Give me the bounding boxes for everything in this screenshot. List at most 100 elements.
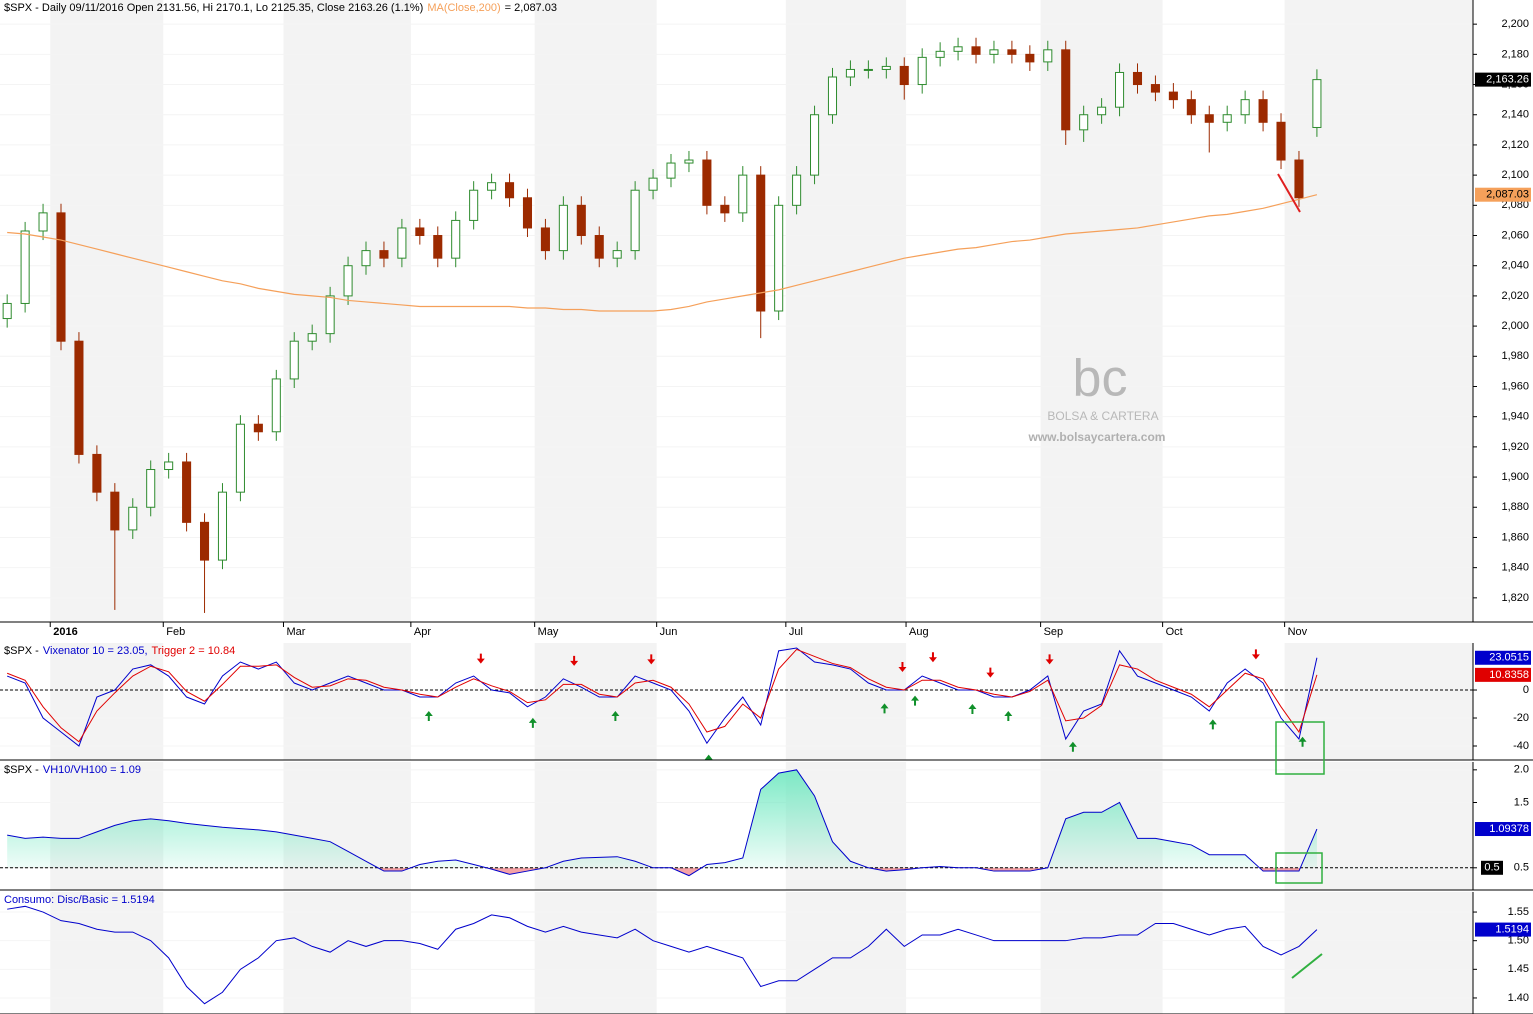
candle-body xyxy=(199,521,210,561)
title-part: Consumo: Disc/Basic = 1.5194 xyxy=(4,894,155,906)
candle-body xyxy=(612,250,622,259)
candle-body xyxy=(217,491,228,561)
month-band xyxy=(50,892,164,1014)
x-tick-label: 2016 xyxy=(53,626,77,638)
watermark-url: www.bolsaycartera.com xyxy=(1028,430,1166,444)
month-band xyxy=(283,643,411,760)
candle-body xyxy=(1043,49,1053,63)
annotation-line xyxy=(1277,173,1301,213)
candle-body xyxy=(2,302,12,320)
candle-body xyxy=(1204,114,1214,123)
panel-title: Consumo: Disc/Basic = 1.5194 xyxy=(4,894,155,906)
buy-signal xyxy=(1068,741,1077,752)
y-tick-label: 1,940 xyxy=(1501,411,1529,423)
candle-body xyxy=(648,177,658,191)
panel-title: $SPX - VH10/VH100 = 1.09 xyxy=(4,764,141,776)
buy-signal xyxy=(1298,736,1307,747)
x-tick-label: Sep xyxy=(1044,626,1064,638)
y-tick-label: 1,900 xyxy=(1501,471,1529,483)
candle-body xyxy=(1007,49,1017,55)
sell-signal xyxy=(986,667,995,678)
y-tick-label: 0 xyxy=(1523,684,1529,696)
month-band xyxy=(283,0,411,622)
month-band xyxy=(534,643,657,760)
candle-body xyxy=(415,227,425,237)
title-part: $SPX - xyxy=(4,645,39,657)
value-tag xyxy=(1475,922,1531,937)
candle-body xyxy=(1258,99,1268,123)
y-tick-label: 2,060 xyxy=(1501,229,1529,241)
candle-body xyxy=(128,506,138,531)
candle-body xyxy=(253,423,263,433)
y-tick-label: 2,200 xyxy=(1501,18,1529,30)
reference-tag xyxy=(1481,860,1503,875)
panel-title: $SPX - Daily 09/11/2016 Open 2131.56, Hi… xyxy=(4,2,557,14)
candle-body xyxy=(558,204,568,252)
candle-body xyxy=(20,230,30,304)
candle-body xyxy=(630,189,640,252)
title-part: = 2,087.03 xyxy=(505,2,557,14)
candle-body xyxy=(881,65,891,70)
candle-body xyxy=(1312,79,1322,128)
y-tick-label: -40 xyxy=(1513,740,1529,752)
candle-body xyxy=(271,378,281,433)
value-tag-label: 1.5194 xyxy=(1495,923,1529,935)
candle-body xyxy=(702,159,712,206)
candle-body xyxy=(522,197,533,229)
y-tick-label: 2,140 xyxy=(1501,109,1529,121)
candle-body xyxy=(38,212,48,232)
title-part: $SPX - Daily 09/11/2016 Open 2131.56, Hi… xyxy=(4,2,423,14)
value-tag xyxy=(1475,822,1531,837)
title-part: MA(Close,200) xyxy=(427,2,500,14)
month-band xyxy=(1284,762,1473,890)
candle-body xyxy=(110,491,120,531)
buy-signal xyxy=(528,717,537,728)
candle-body xyxy=(792,174,802,206)
candle-body xyxy=(325,295,335,335)
x-tick-label: Feb xyxy=(166,626,185,638)
series-line xyxy=(6,648,1318,743)
sell-signal xyxy=(476,653,485,664)
area-fill xyxy=(7,769,1317,868)
y-tick-label: 1,880 xyxy=(1501,501,1529,513)
x-tick-label: May xyxy=(538,626,559,638)
x-tick-label: Oct xyxy=(1166,626,1183,638)
plot xyxy=(0,647,1473,760)
candle-body xyxy=(845,68,855,78)
candle-body xyxy=(1276,121,1286,161)
candle-body xyxy=(182,461,192,523)
panel: 0 -20 -40 $SPX - Vixenator 10 = 23.05, Trigge… xyxy=(0,643,1533,761)
x-tick-label: Nov xyxy=(1288,626,1308,638)
buy-signal xyxy=(1004,711,1013,722)
buy-signal xyxy=(611,711,620,722)
candle-body xyxy=(594,235,604,259)
candle-body xyxy=(1061,49,1071,131)
candle-body xyxy=(756,174,766,312)
buy-signal xyxy=(911,695,920,706)
buy-signal xyxy=(424,711,433,722)
value-tag-label: 10.8358 xyxy=(1489,669,1529,681)
month-band xyxy=(534,892,657,1014)
month-band xyxy=(50,0,164,622)
candle-body xyxy=(307,333,317,342)
candle-body xyxy=(989,49,999,55)
y-tick-label: 2,100 xyxy=(1501,169,1529,181)
panel: 1.55 1.50 1.45 1.40 Consumo: Disc/Basic = 1.… xyxy=(0,892,1533,1014)
buy-signal xyxy=(968,704,977,715)
y-tick-label: 2,000 xyxy=(1501,320,1529,332)
annotation-box xyxy=(1275,721,1325,775)
annotation-box xyxy=(1275,852,1323,884)
sell-signal xyxy=(898,662,907,673)
y-tick-label: 1,960 xyxy=(1501,380,1529,392)
annotation-line xyxy=(1291,953,1323,979)
y-tick-label: 1.55 xyxy=(1508,906,1529,918)
value-tag-label: 23.0515 xyxy=(1489,652,1529,664)
title-part: Vixenator 10 = 23.05, xyxy=(43,645,148,657)
candle-body xyxy=(74,340,84,455)
month-band xyxy=(1040,0,1163,622)
candle-body xyxy=(469,189,479,221)
y-tick-label: 1.40 xyxy=(1508,992,1529,1004)
buy-signal xyxy=(704,754,713,760)
